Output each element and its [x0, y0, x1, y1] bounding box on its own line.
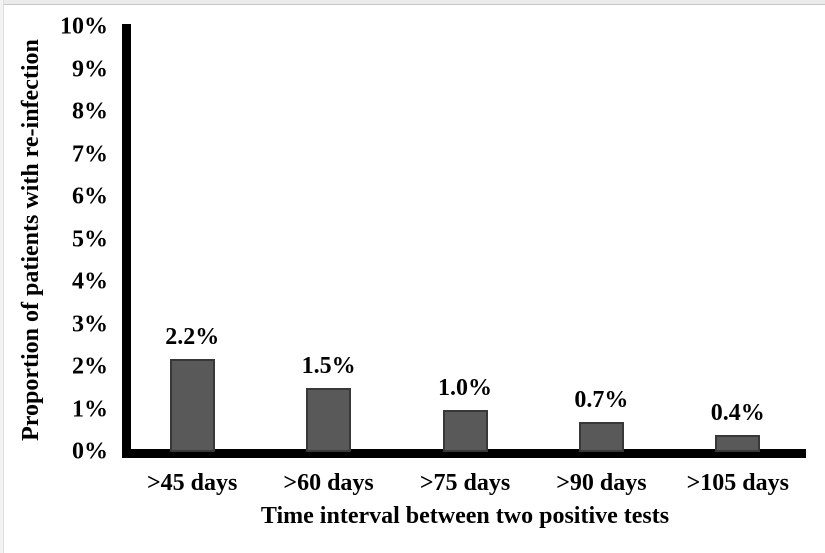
bar — [578, 422, 624, 452]
y-tick-label: 8% — [72, 98, 108, 125]
y-tick-label: 10% — [60, 13, 108, 40]
bar-value-label: 2.2% — [165, 323, 220, 350]
bar-value-label: 1.0% — [438, 374, 492, 401]
bar — [169, 358, 215, 452]
x-tick-label: >75 days — [419, 470, 511, 496]
y-tick-label: 7% — [72, 140, 108, 167]
y-tick-label: 5% — [72, 225, 108, 252]
bar-value-label: 0.4% — [710, 400, 765, 426]
page-top-border — [0, 0, 825, 5]
y-axis-title: Proportion of patients with re-infection — [18, 39, 44, 441]
x-tick-label: >45 days — [147, 470, 238, 496]
x-tick-label: >60 days — [283, 470, 374, 496]
y-tick-label: 1% — [72, 395, 108, 422]
bar-value-label: 0.7% — [574, 387, 629, 414]
bar — [715, 435, 761, 452]
bar — [306, 388, 352, 452]
page-left-border — [0, 0, 4, 553]
x-axis-title: Time interval between two positive tests — [260, 503, 670, 529]
y-tick-label: 4% — [72, 268, 108, 295]
y-tick-label: 0% — [72, 438, 108, 465]
y-tick-label: 6% — [72, 183, 108, 210]
x-tick-label: >90 days — [556, 470, 647, 496]
bar — [442, 409, 488, 452]
x-axis-line — [122, 449, 806, 458]
y-tick-label: 2% — [72, 353, 108, 380]
x-tick-label: >105 days — [686, 470, 789, 496]
y-tick-label: 3% — [72, 310, 108, 337]
bar-value-label: 1.5% — [301, 353, 356, 380]
y-axis-line — [122, 24, 131, 458]
y-tick-label: 9% — [72, 55, 108, 82]
